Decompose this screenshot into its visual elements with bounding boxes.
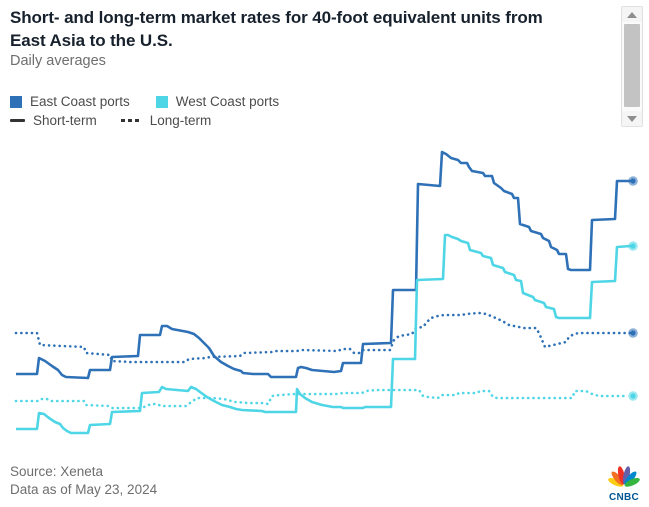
short-term-label: Short-term bbox=[33, 113, 97, 128]
long-term-label: Long-term bbox=[149, 113, 212, 128]
page-title: Short- and long-term market rates for 40… bbox=[10, 6, 610, 52]
series-line-east-short bbox=[16, 150, 631, 380]
title-line-2: East Asia to the U.S. bbox=[10, 31, 173, 50]
cnbc-logo-text: CNBC bbox=[609, 492, 639, 503]
scrollbar-track[interactable] bbox=[622, 22, 642, 111]
cnbc-logo: CNBC bbox=[608, 466, 640, 503]
legend-item-west-coast: West Coast ports bbox=[155, 94, 280, 109]
scrollbar-thumb[interactable] bbox=[624, 24, 640, 107]
arrow-down-icon bbox=[627, 115, 637, 122]
arrow-up-icon bbox=[627, 11, 637, 18]
scrollbar-up-button[interactable] bbox=[622, 7, 642, 22]
legend-item-long-term: Long-term bbox=[120, 113, 212, 128]
solid-line-icon bbox=[10, 119, 25, 122]
series-marker-west-long bbox=[630, 393, 636, 399]
series-marker-east-short bbox=[630, 178, 636, 184]
dashed-line-icon bbox=[120, 119, 142, 122]
title-line-1: Short- and long-term market rates for 40… bbox=[10, 8, 543, 27]
legend-item-short-term: Short-term bbox=[10, 113, 97, 128]
series-line-west-short bbox=[16, 233, 632, 435]
series-marker-east-long bbox=[630, 330, 636, 336]
series-line-east-long bbox=[14, 311, 633, 364]
legend-line-styles: Short-term Long-term bbox=[10, 113, 211, 128]
west-coast-label: West Coast ports bbox=[175, 94, 280, 109]
chart-footer: Source: Xeneta Data as of May 23, 2024 bbox=[10, 463, 157, 498]
legend-ports: East Coast ports West Coast ports bbox=[10, 94, 279, 109]
source-text: Source: Xeneta bbox=[10, 464, 104, 479]
east-coast-swatch bbox=[10, 95, 22, 108]
vertical-scrollbar[interactable] bbox=[621, 6, 643, 127]
series-marker-west-short bbox=[630, 243, 636, 249]
peacock-icon bbox=[608, 466, 640, 487]
east-coast-label: East Coast ports bbox=[30, 94, 130, 109]
west-coast-swatch bbox=[155, 95, 168, 108]
as-of-text: Data as of May 23, 2024 bbox=[10, 481, 158, 497]
scrollbar-down-button[interactable] bbox=[622, 111, 642, 126]
legend-item-east-coast: East Coast ports bbox=[10, 94, 130, 109]
series-line-west-long bbox=[14, 388, 630, 410]
chart-subtitle: Daily averages bbox=[10, 53, 106, 69]
